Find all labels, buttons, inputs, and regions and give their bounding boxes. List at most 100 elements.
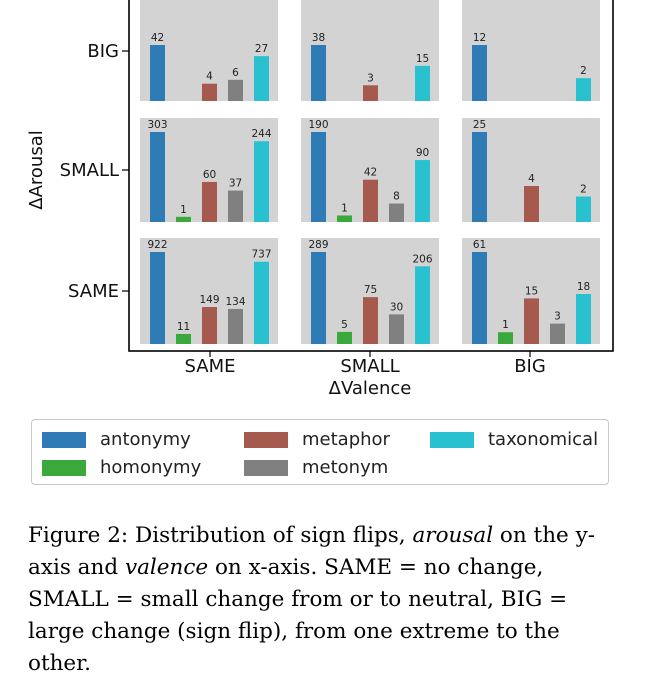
- figure-caption: Figure 2: Distribution of sign flips, ar…: [28, 520, 628, 680]
- data-label-taxonomical: 244: [251, 128, 271, 140]
- bar-metaphor: [363, 297, 378, 344]
- bar-homonymy: [498, 332, 513, 344]
- panel-same-big: 61 1 15 3 18: [462, 238, 600, 344]
- panel-same-small: 289 5 75 30 206: [301, 238, 439, 344]
- data-label-antonymy: 303: [147, 119, 167, 131]
- bar-homonymy: [176, 333, 191, 344]
- x-tick-label-same: SAME: [185, 356, 236, 377]
- legend-label-metaphor: metaphor: [302, 429, 390, 450]
- data-label-taxonomical: 18: [577, 281, 590, 293]
- x-axis-label: ΔValence: [329, 378, 412, 399]
- caption-suffix: on x-axis. SAME = no change, SMALL = sma…: [28, 555, 568, 676]
- data-label-taxonomical: 737: [251, 249, 271, 261]
- legend-item-metonym: metonym: [244, 457, 388, 478]
- legend-label-taxonomical: taxonomical: [488, 429, 599, 450]
- panel-small-big: 25 4 2: [462, 118, 600, 222]
- y-tick-label-big: BIG: [87, 41, 119, 62]
- y-axis-ticks: BIG SMALL SAME: [60, 41, 129, 302]
- data-label-antonymy: 61: [473, 239, 486, 251]
- y-tick-label-same: SAME: [68, 281, 119, 302]
- legend-swatch-metaphor: [244, 431, 288, 448]
- bar-antonymy: [311, 252, 326, 344]
- data-label-antonymy: 38: [312, 32, 325, 44]
- data-label-antonymy: 922: [147, 239, 167, 251]
- sign-flip-chart: 424 6273831512230316037244190142890254292…: [26, 0, 614, 399]
- data-label-antonymy: 25: [473, 119, 486, 131]
- x-axis-ticks: SAME SMALL BIG: [185, 351, 546, 377]
- bar-metonym: [228, 79, 243, 101]
- data-label-antonymy: 12: [473, 32, 486, 44]
- panel-big-small: 38 3 15: [301, 0, 439, 101]
- bar-taxonomical: [576, 78, 591, 101]
- bar-metaphor: [202, 181, 217, 222]
- data-label-metonym: 3: [554, 311, 561, 323]
- panel-big-same: 42 4 6 27: [140, 0, 278, 101]
- bar-metaphor: [524, 298, 539, 344]
- data-label-homonymy: 1: [502, 319, 509, 331]
- bar-antonymy: [150, 132, 165, 222]
- data-label-metonym: 37: [229, 178, 242, 190]
- chart-legend: antonymy metaphor taxonomical homonymy m…: [31, 419, 609, 485]
- caption-arousal: arousal: [412, 523, 494, 548]
- bar-metaphor: [202, 307, 217, 344]
- panel-same-same: 922 11 149 134 737: [140, 238, 278, 344]
- bar-metonym: [228, 190, 243, 222]
- legend-item-homonymy: homonymy: [42, 457, 201, 478]
- bar-antonymy: [472, 45, 487, 101]
- data-label-antonymy: 289: [308, 239, 328, 251]
- panel-small-small: 190 1 42 8 90: [301, 118, 439, 222]
- data-label-metaphor: 149: [199, 294, 219, 306]
- legend-swatch-taxonomical: [430, 431, 474, 448]
- bar-homonymy: [176, 216, 191, 222]
- bar-metaphor: [202, 83, 217, 101]
- legend-swatch-antonymy: [42, 431, 86, 448]
- bar-antonymy: [472, 252, 487, 344]
- data-label-antonymy: 42: [151, 32, 164, 44]
- panel-big-big: 12 2: [462, 0, 600, 101]
- data-label-metonym: 8: [393, 191, 400, 203]
- data-label-metaphor: 3: [367, 72, 374, 84]
- legend-item-antonymy: antonymy: [42, 429, 191, 450]
- bar-antonymy: [472, 132, 487, 222]
- bar-antonymy: [150, 45, 165, 101]
- bar-taxonomical: [254, 56, 269, 101]
- data-label-homonymy: 1: [180, 204, 187, 216]
- caption-prefix: Figure 2: Distribution of sign flips,: [28, 523, 413, 548]
- data-label-taxonomical: 27: [255, 43, 268, 55]
- panel-small-same: 303 1 60 37 244: [140, 118, 278, 222]
- bar-homonymy: [337, 331, 352, 344]
- bar-taxonomical: [576, 196, 591, 222]
- data-label-homonymy: 11: [177, 321, 190, 333]
- data-label-homonymy: 1: [341, 202, 348, 214]
- x-tick-label-big: BIG: [514, 356, 546, 377]
- data-label-taxonomical: 2: [580, 184, 587, 196]
- bar-metonym: [550, 323, 565, 344]
- caption-middle: on the y-axis and: [28, 523, 596, 580]
- bar-taxonomical: [415, 65, 430, 101]
- y-axis-label: ΔArousal: [26, 130, 47, 209]
- data-label-homonymy: 5: [341, 319, 348, 331]
- data-label-taxonomical: 90: [416, 147, 429, 159]
- bar-metonym: [389, 203, 404, 222]
- bar-homonymy: [337, 215, 352, 222]
- data-label-metaphor: 15: [525, 285, 538, 297]
- bar-metaphor: [363, 179, 378, 222]
- legend-label-antonymy: antonymy: [100, 429, 191, 450]
- bar-metonym: [389, 314, 404, 344]
- bar-metonym: [228, 308, 243, 344]
- legend-item-taxonomical: taxonomical: [430, 429, 598, 450]
- data-label-metaphor: 42: [364, 167, 377, 179]
- bar-antonymy: [150, 252, 165, 344]
- data-label-metaphor: 75: [364, 284, 377, 296]
- bar-antonymy: [311, 132, 326, 222]
- bar-taxonomical: [415, 160, 430, 222]
- caption-valence: valence: [124, 555, 209, 580]
- x-tick-label-small: SMALL: [340, 356, 399, 377]
- legend-swatch-homonymy: [42, 459, 86, 476]
- data-label-metaphor: 60: [203, 169, 216, 181]
- legend-label-metonym: metonym: [302, 457, 389, 478]
- legend-item-metaphor: metaphor: [244, 429, 390, 450]
- legend-swatch-metonym: [244, 459, 288, 476]
- legend-label-homonymy: homonymy: [100, 457, 202, 478]
- data-label-metaphor: 4: [206, 71, 213, 83]
